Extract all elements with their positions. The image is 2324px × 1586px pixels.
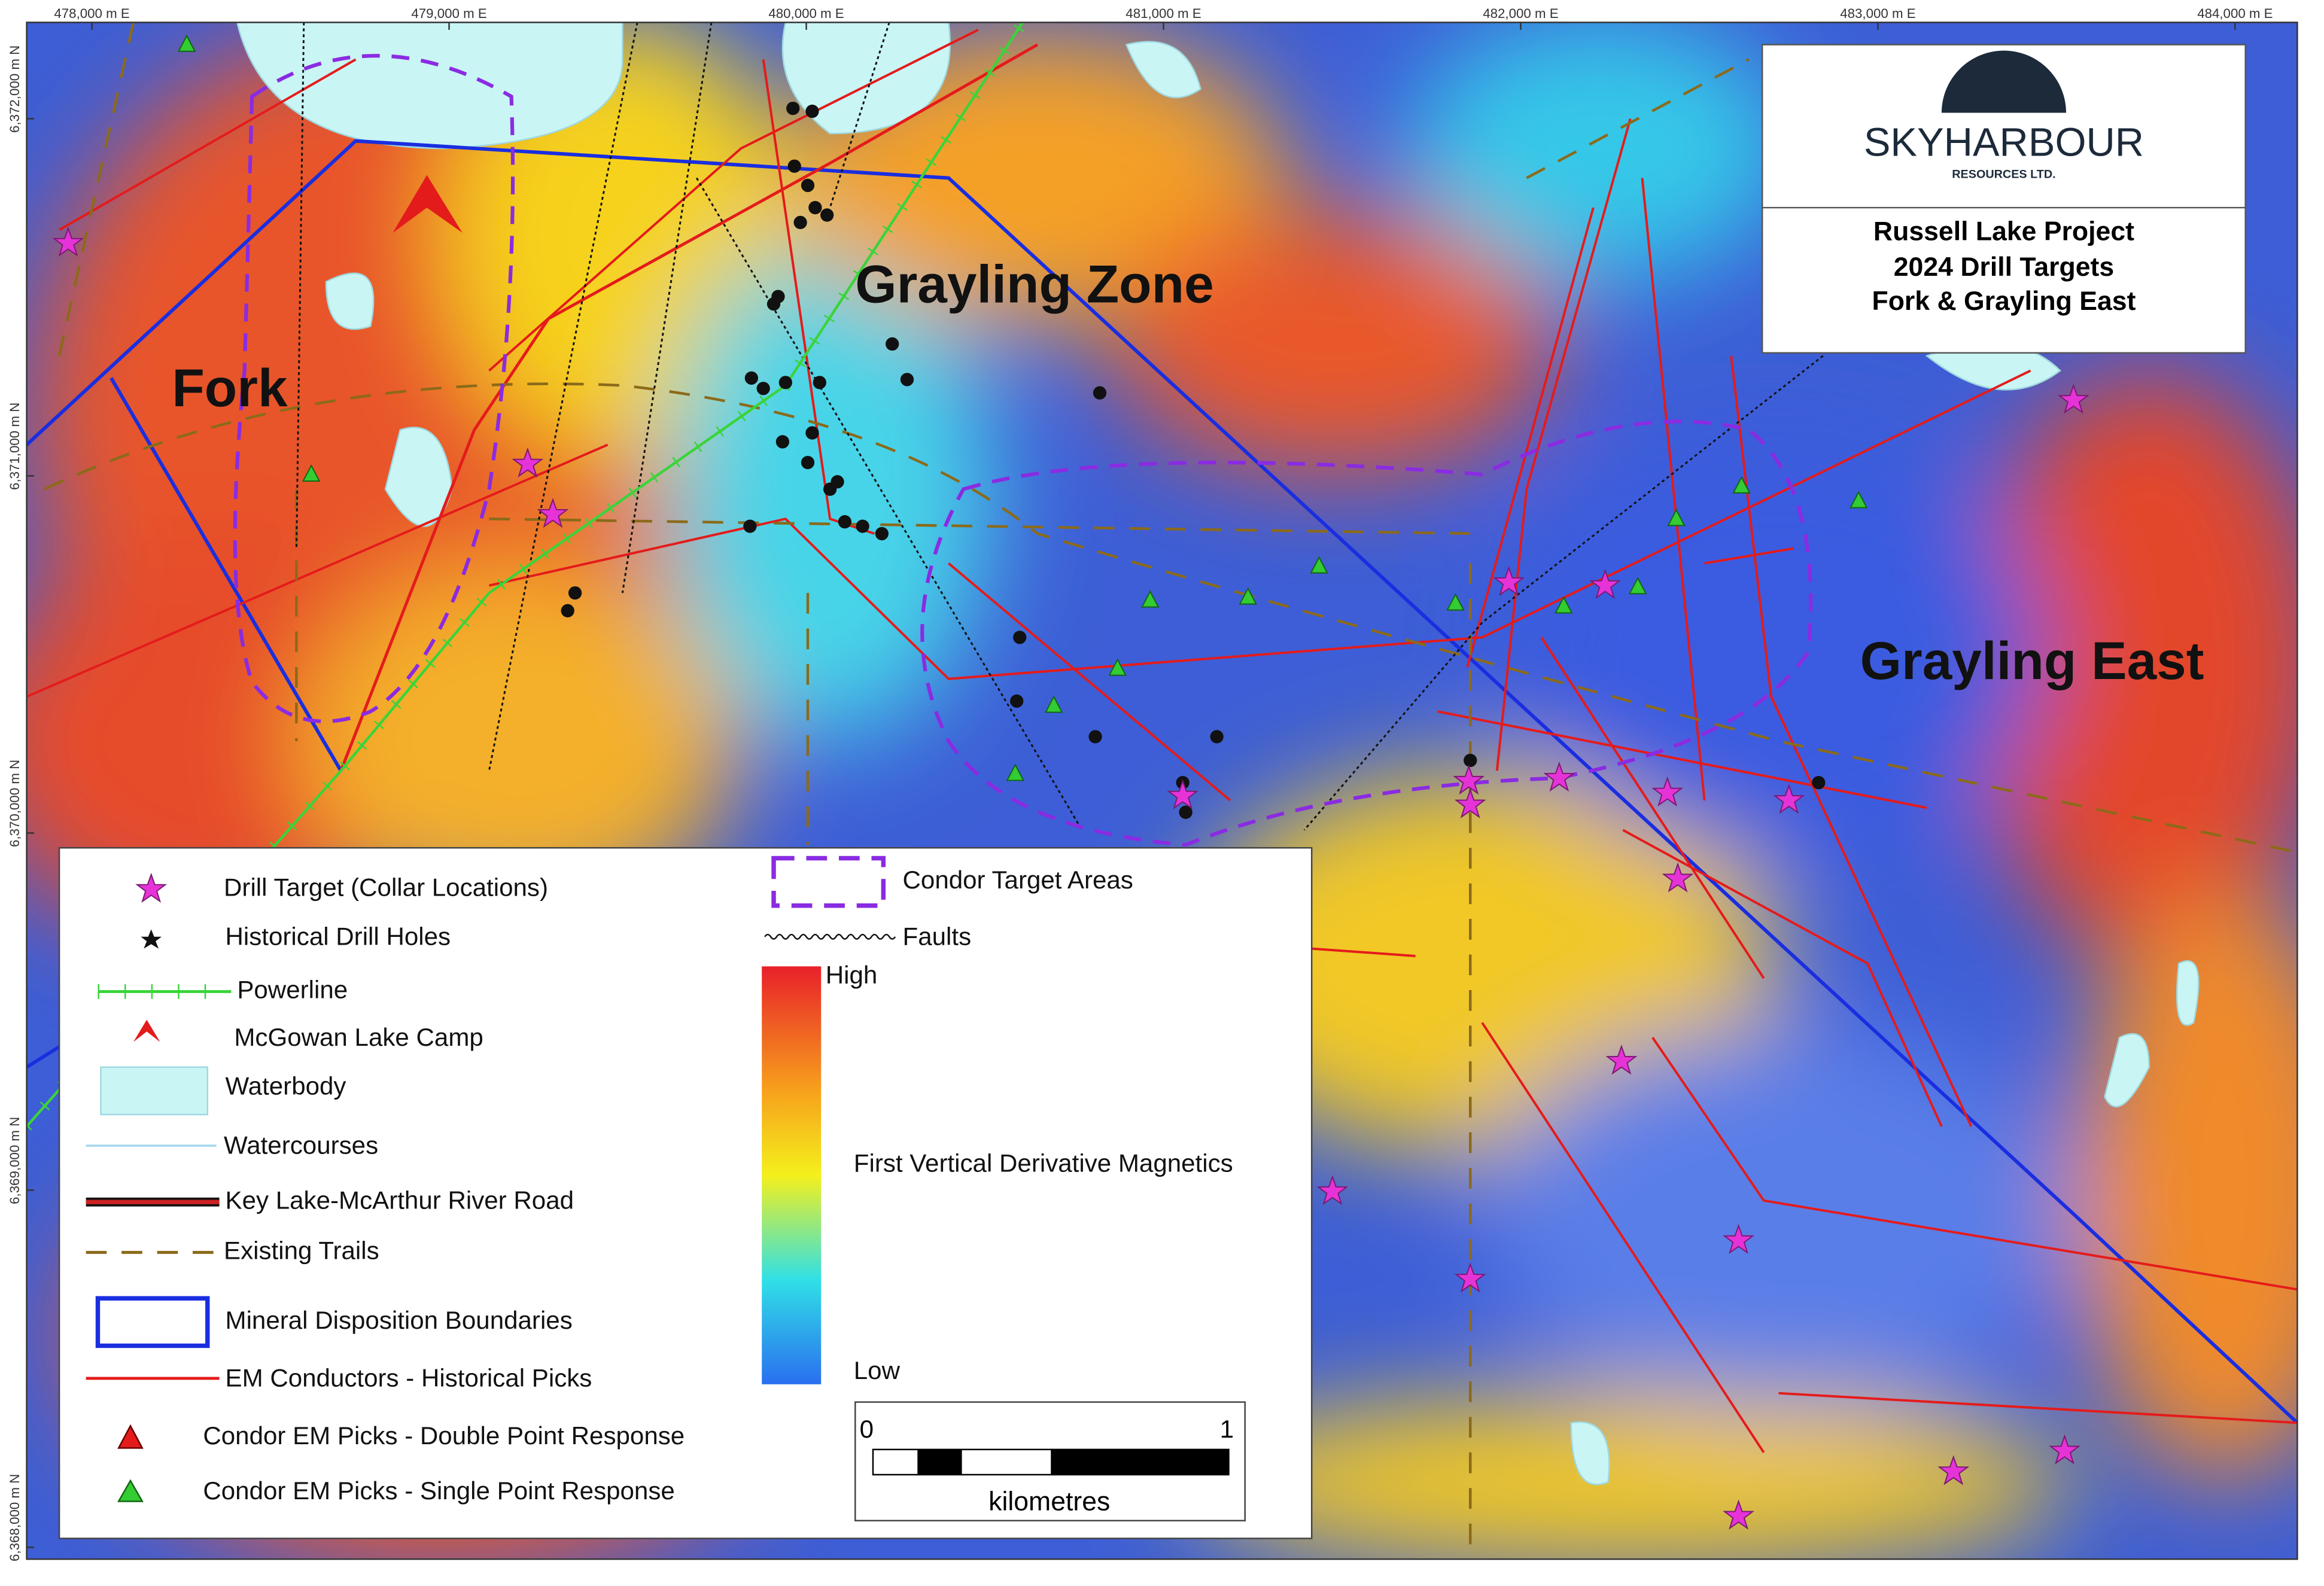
legend-entry: Existing Trails — [224, 1237, 379, 1265]
legend-entry: Condor EM Picks - Single Point Response — [203, 1477, 674, 1505]
area-label: Grayling East — [1860, 631, 2204, 690]
logo-name: SKYHARBOUR — [1864, 120, 2144, 165]
easting-label: 482,000 m E — [1483, 6, 1558, 21]
easting-label: 484,000 m E — [2197, 6, 2273, 21]
legend-entry: Watercourses — [224, 1131, 378, 1159]
colorbar-name: First Vertical Derivative Magnetics — [854, 1149, 1233, 1177]
northing-label: 6,371,000 m N — [7, 403, 22, 490]
area-label: Fork — [172, 358, 288, 418]
area-label: Grayling Zone — [855, 254, 1213, 314]
easting-label: 480,000 m E — [768, 6, 844, 21]
northing-label: 6,372,000 m N — [7, 45, 22, 133]
legend-entry: Mineral Disposition Boundaries — [226, 1306, 573, 1334]
legend-entry: Condor Target Areas — [903, 866, 1133, 894]
title-box: SKYHARBOUR RESOURCES LTD. Russell Lake P… — [1761, 44, 2246, 354]
scale-end: 1 — [1220, 1415, 1234, 1443]
easting-label: 479,000 m E — [411, 6, 486, 21]
northing-label: 6,368,000 m N — [7, 1474, 22, 1561]
legend-entry: Key Lake-McArthur River Road — [226, 1186, 574, 1214]
legend-entry: Condor EM Picks - Double Point Response — [203, 1421, 685, 1450]
easting-label: 483,000 m E — [1840, 6, 1915, 21]
northing-label: 6,370,000 m N — [7, 760, 22, 847]
colorbar-high: High — [826, 961, 878, 989]
logo-sub: RESOURCES LTD. — [1952, 168, 2055, 181]
legend: 0 1 kilometres High Low First Vertical D… — [58, 847, 1313, 1539]
scale-unit: kilometres — [988, 1487, 1110, 1516]
colorbar-low: Low — [854, 1356, 901, 1384]
legend-entry: Waterbody — [226, 1072, 346, 1100]
northing-label: 6,369,000 m N — [7, 1117, 22, 1204]
legend-entry: Drill Target (Collar Locations) — [224, 873, 548, 902]
easting-label: 478,000 m E — [54, 6, 129, 21]
legend-entry: McGowan Lake Camp — [234, 1023, 483, 1051]
legend-entry: Historical Drill Holes — [226, 922, 451, 950]
scale-start: 0 — [860, 1415, 874, 1443]
title-line: Russell Lake Project — [1873, 217, 2134, 246]
title-line: Fork & Grayling East — [1872, 287, 2136, 316]
easting-label: 481,000 m E — [1126, 6, 1201, 21]
legend-entry: Powerline — [237, 976, 348, 1004]
legend-entry: EM Conductors - Historical Picks — [226, 1364, 592, 1392]
legend-entry: Faults — [903, 922, 972, 950]
title-line: 2024 Drill Targets — [1894, 252, 2114, 282]
